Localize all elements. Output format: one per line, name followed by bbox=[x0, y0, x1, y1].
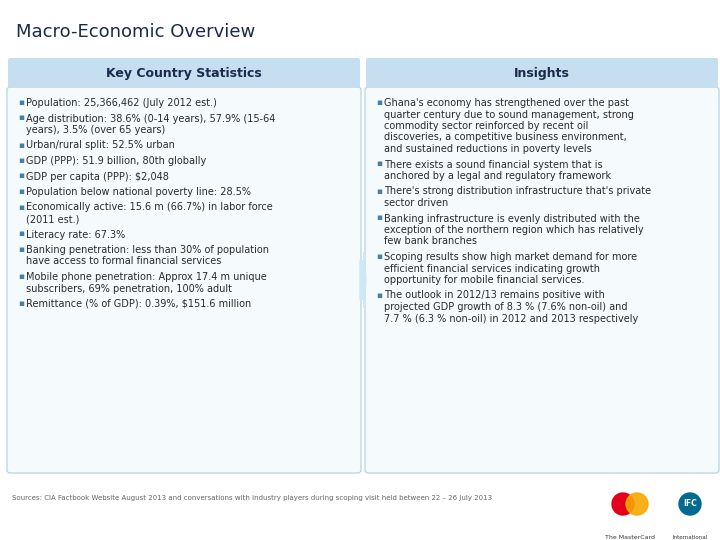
Text: There exists a sound financial system that is: There exists a sound financial system th… bbox=[384, 159, 603, 170]
Text: ▪: ▪ bbox=[376, 291, 382, 300]
Text: ▪: ▪ bbox=[18, 245, 24, 254]
Text: ▪: ▪ bbox=[18, 299, 24, 308]
Text: Mobile phone penetration: Approx 17.4 m unique: Mobile phone penetration: Approx 17.4 m … bbox=[26, 272, 266, 282]
Text: projected GDP growth of 8.3 % (7.6% non-oil) and: projected GDP growth of 8.3 % (7.6% non-… bbox=[384, 302, 628, 312]
Text: discoveries, a competitive business environment,: discoveries, a competitive business envi… bbox=[384, 132, 626, 143]
FancyBboxPatch shape bbox=[366, 58, 718, 88]
Text: Economically active: 15.6 m (66.7%) in labor force: Economically active: 15.6 m (66.7%) in l… bbox=[26, 202, 273, 213]
Text: ▪: ▪ bbox=[376, 252, 382, 261]
Text: There's strong distribution infrastructure that's private: There's strong distribution infrastructu… bbox=[384, 186, 651, 197]
FancyBboxPatch shape bbox=[8, 58, 360, 88]
Text: ▪: ▪ bbox=[18, 113, 24, 123]
Text: Sources: CIA Factbook Website August 2013 and conversations with industry player: Sources: CIA Factbook Website August 201… bbox=[12, 495, 492, 501]
Text: Population: 25,366,462 (July 2012 est.): Population: 25,366,462 (July 2012 est.) bbox=[26, 98, 217, 108]
Text: Population below national poverty line: 28.5%: Population below national poverty line: … bbox=[26, 187, 251, 197]
Text: have access to formal financial services: have access to formal financial services bbox=[26, 256, 221, 267]
Text: (2011 est.): (2011 est.) bbox=[26, 214, 79, 224]
Text: efficient financial services indicating growth: efficient financial services indicating … bbox=[384, 264, 600, 273]
Circle shape bbox=[612, 493, 634, 515]
Text: International
Finance
Corporation: International Finance Corporation bbox=[672, 535, 708, 540]
Text: Key Country Statistics: Key Country Statistics bbox=[106, 66, 262, 79]
Text: Insights: Insights bbox=[514, 66, 570, 79]
Text: ▪: ▪ bbox=[18, 187, 24, 196]
Text: opportunity for mobile financial services.: opportunity for mobile financial service… bbox=[384, 275, 585, 285]
Text: Macro-Economic Overview: Macro-Economic Overview bbox=[16, 23, 256, 41]
Text: years), 3.5% (over 65 years): years), 3.5% (over 65 years) bbox=[26, 125, 166, 135]
Text: anchored by a legal and regulatory framework: anchored by a legal and regulatory frame… bbox=[384, 171, 611, 181]
Text: GDP per capita (PPP): $2,048: GDP per capita (PPP): $2,048 bbox=[26, 172, 169, 181]
Text: ▪: ▪ bbox=[376, 159, 382, 168]
Text: ▪: ▪ bbox=[376, 98, 382, 107]
Text: ▪: ▪ bbox=[18, 172, 24, 180]
Text: ▪: ▪ bbox=[18, 98, 24, 107]
FancyBboxPatch shape bbox=[7, 87, 361, 473]
Text: quarter century due to sound management, strong: quarter century due to sound management,… bbox=[384, 110, 634, 119]
Text: few bank branches: few bank branches bbox=[384, 237, 477, 246]
FancyBboxPatch shape bbox=[365, 87, 719, 473]
Text: ▪: ▪ bbox=[18, 230, 24, 239]
Polygon shape bbox=[360, 253, 366, 307]
Text: sector driven: sector driven bbox=[384, 198, 449, 208]
Text: Remittance (% of GDP): 0.39%, $151.6 million: Remittance (% of GDP): 0.39%, $151.6 mil… bbox=[26, 299, 251, 309]
Text: ▪: ▪ bbox=[18, 202, 24, 212]
Circle shape bbox=[626, 493, 648, 515]
Text: Urban/rural split: 52.5% urban: Urban/rural split: 52.5% urban bbox=[26, 140, 175, 151]
Text: IFC: IFC bbox=[683, 500, 697, 509]
Circle shape bbox=[679, 493, 701, 515]
Text: ▪: ▪ bbox=[376, 186, 382, 195]
Text: The outlook in 2012/13 remains positive with: The outlook in 2012/13 remains positive … bbox=[384, 291, 605, 300]
Text: ▪: ▪ bbox=[18, 156, 24, 165]
Text: The MasterCard
Foundation: The MasterCard Foundation bbox=[605, 535, 655, 540]
Text: and sustained reductions in poverty levels: and sustained reductions in poverty leve… bbox=[384, 144, 592, 154]
Text: ▪: ▪ bbox=[376, 213, 382, 222]
Text: GDP (PPP): 51.9 billion, 80th globally: GDP (PPP): 51.9 billion, 80th globally bbox=[26, 156, 206, 166]
Text: Banking infrastructure is evenly distributed with the: Banking infrastructure is evenly distrib… bbox=[384, 213, 640, 224]
Text: Scoping results show high market demand for more: Scoping results show high market demand … bbox=[384, 252, 637, 262]
Text: ▪: ▪ bbox=[18, 140, 24, 150]
Text: exception of the northern region which has relatively: exception of the northern region which h… bbox=[384, 225, 644, 235]
Text: Ghana's economy has strengthened over the past: Ghana's economy has strengthened over th… bbox=[384, 98, 629, 108]
Text: Age distribution: 38.6% (0-14 years), 57.9% (15-64: Age distribution: 38.6% (0-14 years), 57… bbox=[26, 113, 275, 124]
Text: ▪: ▪ bbox=[18, 272, 24, 281]
Text: Banking penetration: less than 30% of population: Banking penetration: less than 30% of po… bbox=[26, 245, 269, 255]
Text: commodity sector reinforced by recent oil: commodity sector reinforced by recent oi… bbox=[384, 121, 588, 131]
Text: 7.7 % (6.3 % non-oil) in 2012 and 2013 respectively: 7.7 % (6.3 % non-oil) in 2012 and 2013 r… bbox=[384, 314, 638, 323]
Text: Literacy rate: 67.3%: Literacy rate: 67.3% bbox=[26, 230, 125, 240]
Text: subscribers, 69% penetration, 100% adult: subscribers, 69% penetration, 100% adult bbox=[26, 284, 232, 294]
